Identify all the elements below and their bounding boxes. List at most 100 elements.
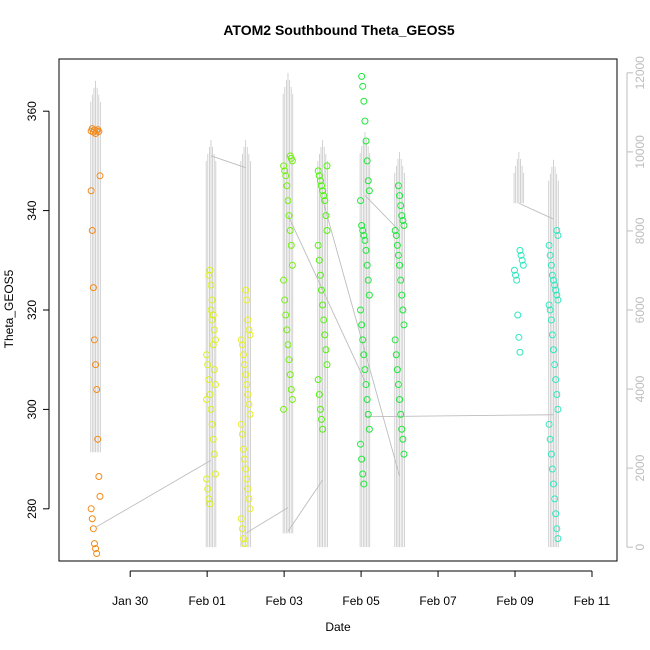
data-point — [554, 535, 562, 543]
data-point — [512, 271, 520, 279]
data-point — [358, 222, 366, 230]
data-point — [359, 82, 367, 90]
data-point — [244, 390, 252, 398]
data-point — [244, 316, 252, 324]
data-point — [320, 192, 328, 200]
data-point — [287, 241, 295, 249]
data-point — [398, 212, 406, 220]
data-point — [245, 400, 253, 408]
data-point — [287, 386, 295, 394]
data-point — [318, 286, 326, 294]
data-point — [552, 376, 560, 384]
data-point — [242, 286, 250, 294]
data-point — [237, 420, 245, 428]
data-point — [243, 381, 251, 389]
data-point — [203, 475, 211, 483]
data-point — [314, 167, 322, 175]
data-point — [361, 366, 369, 374]
data-point — [398, 425, 406, 433]
data-point — [246, 505, 254, 513]
data-point — [280, 162, 288, 170]
y-tick-label: 360 — [25, 101, 39, 121]
data-point — [394, 182, 402, 190]
data-point — [400, 222, 408, 230]
data-point — [207, 405, 215, 413]
data-point — [239, 445, 247, 453]
data-point — [510, 266, 518, 274]
transit-line — [210, 155, 246, 169]
data-point — [519, 261, 527, 269]
data-point — [96, 172, 104, 180]
data-point — [554, 405, 562, 413]
data-point — [238, 525, 246, 533]
y2-tick-label: 6000 — [633, 296, 647, 323]
data-point — [397, 202, 405, 210]
x-tick-label: Feb 01 — [188, 594, 226, 608]
data-point — [396, 395, 404, 403]
data-point — [319, 425, 327, 433]
data-point — [286, 226, 294, 234]
data-point — [552, 286, 560, 294]
data-point — [207, 281, 215, 289]
data-point — [551, 281, 559, 289]
y-axis-label: Theta_GEOS5 — [2, 269, 16, 348]
data-point — [359, 226, 367, 234]
data-point — [357, 306, 365, 314]
data-point — [365, 291, 373, 299]
data-point — [554, 296, 562, 304]
data-point — [550, 276, 558, 284]
data-point — [203, 351, 211, 359]
data-point — [545, 241, 553, 249]
data-point — [87, 505, 95, 513]
x-axis-label: Date — [325, 620, 351, 634]
data-point — [365, 187, 373, 195]
data-point — [397, 276, 405, 284]
transit-line — [287, 479, 323, 532]
data-point — [315, 390, 323, 398]
data-point — [280, 405, 288, 413]
transit-line — [245, 507, 289, 534]
data-point — [516, 348, 524, 356]
transit-line — [287, 214, 366, 382]
data-point — [323, 162, 331, 170]
data-point — [93, 386, 101, 394]
data-point — [89, 525, 97, 533]
data-point — [284, 197, 292, 205]
data-point — [546, 306, 554, 314]
data-point — [545, 420, 553, 428]
data-point — [364, 177, 372, 185]
data-point — [288, 261, 296, 269]
y2-tick-label: 12000 — [633, 56, 647, 90]
data-point — [93, 550, 101, 558]
data-point — [514, 311, 522, 319]
data-point — [237, 336, 245, 344]
y2-tick-label: 0 — [633, 544, 647, 551]
data-point — [315, 172, 323, 180]
data-point — [94, 435, 102, 443]
data-point — [551, 361, 559, 369]
transit-line — [364, 414, 554, 418]
data-point — [316, 177, 324, 185]
transit-line — [518, 202, 554, 220]
data-point — [318, 415, 326, 423]
data-point — [90, 336, 98, 344]
data-point — [208, 296, 216, 304]
data-point — [360, 480, 368, 488]
data-point — [209, 341, 217, 349]
data-point — [322, 212, 330, 220]
data-point — [239, 351, 247, 359]
data-point — [246, 331, 254, 339]
data-point — [319, 187, 327, 195]
data-point — [518, 256, 526, 264]
data-point — [281, 167, 289, 175]
data-point — [208, 316, 216, 324]
data-point — [550, 346, 558, 354]
data-points-group — [87, 72, 562, 558]
data-point — [282, 172, 290, 180]
data-point — [92, 361, 100, 369]
data-point — [284, 341, 292, 349]
data-point — [205, 271, 213, 279]
data-point — [87, 187, 95, 195]
data-point — [242, 465, 250, 473]
